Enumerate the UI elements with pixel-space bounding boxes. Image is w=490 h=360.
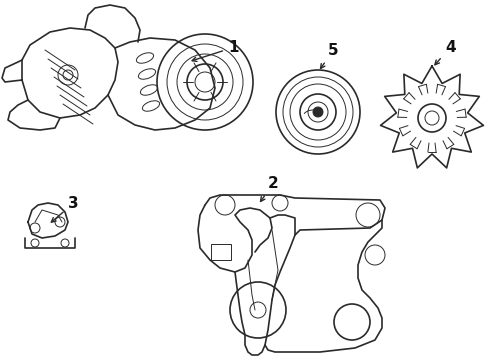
Circle shape [313,107,323,117]
Text: 5: 5 [320,43,339,68]
Text: 2: 2 [261,176,279,202]
Text: 1: 1 [192,40,239,62]
Circle shape [425,111,439,125]
Text: 4: 4 [435,40,456,65]
Text: 3: 3 [51,196,78,222]
Circle shape [308,102,328,122]
